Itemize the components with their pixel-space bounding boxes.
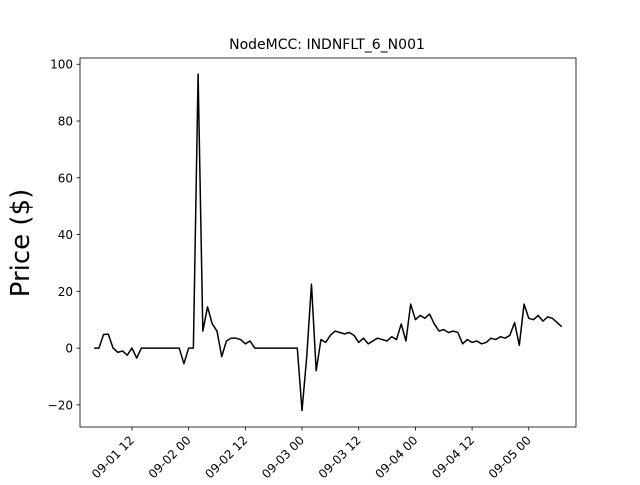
x-tick-label: 09-04 12 [429, 433, 477, 480]
x-tick-label: 09-02 12 [202, 433, 250, 480]
y-tick-label: 40 [58, 228, 73, 242]
y-tick-label: 100 [50, 58, 73, 72]
series-group [94, 73, 563, 412]
x-tick-label: 09-02 00 [146, 433, 194, 480]
x-axis-ticks: 09-01 12 09-02 00 09-02 12 09-03 00 09-03 12… [89, 427, 534, 481]
y-tick-label: −20 [48, 398, 73, 412]
chart-title: NodeMCC: INDNFLT_6_N001 [229, 37, 425, 53]
price-series-line [94, 73, 563, 412]
y-axis-ticks: −20 0 20 40 60 80 100 [48, 58, 80, 412]
x-tick-label: 09-03 12 [316, 433, 364, 480]
x-tick-label: 09-01 12 [89, 433, 137, 480]
x-tick-label: 09-03 00 [259, 433, 307, 480]
y-tick-label: 60 [58, 171, 73, 185]
y-axis-label: Price ($) [6, 189, 36, 298]
x-tick-label: 09-05 00 [486, 433, 534, 480]
y-tick-label: 0 [65, 342, 73, 356]
y-tick-label: 80 [58, 115, 73, 129]
plot-frame [79, 57, 577, 428]
y-tick-label: 20 [58, 285, 73, 299]
x-tick-label: 09-04 00 [372, 433, 420, 480]
